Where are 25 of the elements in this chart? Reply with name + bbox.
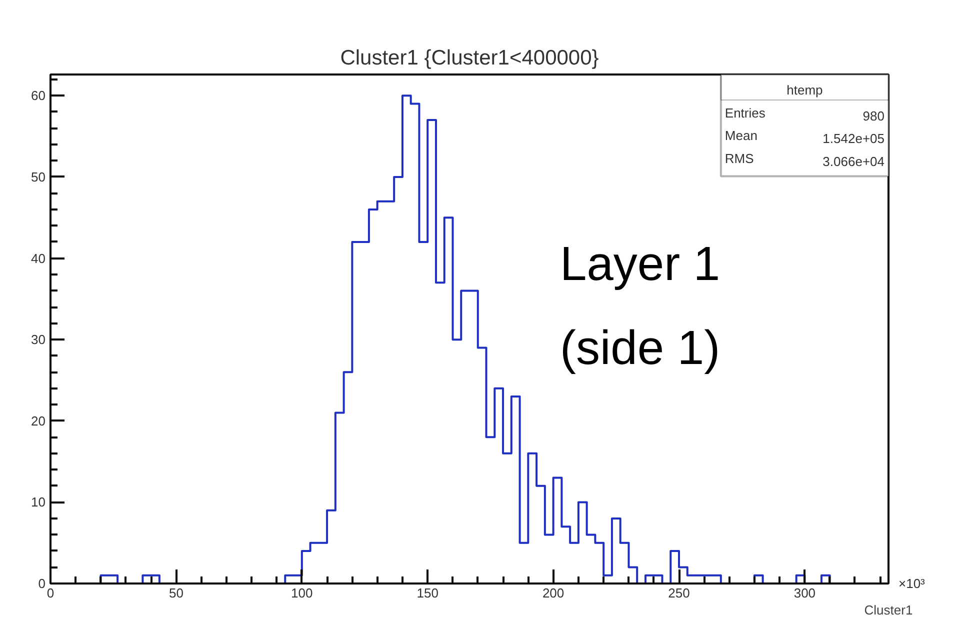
y-tick-label: 50 [31, 169, 46, 184]
y-tick-label: 10 [31, 494, 46, 510]
annotation: 3.066e+04 [822, 154, 885, 170]
x-tick-label: 200 [542, 586, 564, 600]
x-tick-label: 100 [291, 586, 313, 600]
annotation: 980 [862, 108, 885, 124]
annotation: Mean [724, 128, 758, 144]
annotation: (side 1) [560, 322, 720, 375]
x-axis-title: Cluster1 [864, 602, 913, 618]
y-tick-label: 60 [31, 88, 46, 104]
y-tick-label: 30 [31, 332, 46, 348]
annotation: Layer 1 [560, 238, 720, 291]
x-tick-label: 50 [168, 586, 184, 600]
y-tick-label: 20 [31, 413, 46, 428]
text: ×10³ [898, 576, 926, 591]
annotation: RMS [724, 151, 754, 166]
x-tick-label: 250 [668, 586, 690, 600]
annotation: htemp [786, 82, 823, 98]
annotation: 1.542e+05 [822, 131, 885, 146]
x-tick-label: 150 [416, 586, 438, 600]
annotation: Entries [724, 105, 766, 120]
y-tick-label: 0 [38, 576, 46, 591]
y-tick-label: 40 [31, 250, 46, 266]
x-tick-label: 300 [794, 586, 816, 600]
chart-title: Cluster1 {Cluster1<400000} [340, 46, 599, 70]
